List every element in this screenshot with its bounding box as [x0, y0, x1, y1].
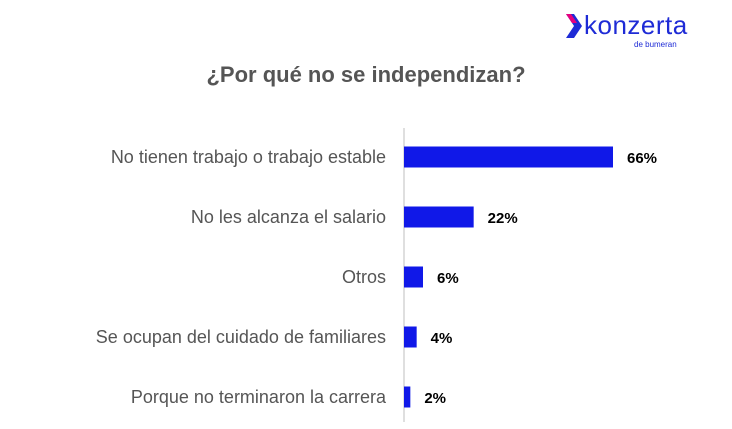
brand-logo: konzerta de bumeran	[564, 10, 714, 50]
category-label: Se ocupan del cuidado de familiares	[96, 327, 386, 347]
chart-title: ¿Por qué no se independizan?	[206, 62, 526, 87]
bar	[404, 266, 423, 288]
value-label: 66%	[627, 150, 657, 167]
category-label: Porque no terminaron la carrera	[131, 387, 387, 407]
bar	[404, 206, 474, 228]
value-label: 22%	[488, 210, 518, 227]
value-label: 4%	[431, 330, 453, 347]
category-label: No tienen trabajo o trabajo estable	[111, 147, 386, 167]
bar	[404, 146, 613, 168]
brand-tagline: de bumeran	[634, 40, 677, 49]
category-label: No les alcanza el salario	[191, 207, 386, 227]
logo-chevron-icon	[566, 14, 582, 38]
value-label: 2%	[424, 390, 446, 407]
bar	[404, 386, 411, 408]
value-label: 6%	[437, 270, 459, 287]
brand-name: konzerta	[584, 10, 688, 40]
category-label: Otros	[342, 267, 386, 287]
bar	[404, 326, 417, 348]
